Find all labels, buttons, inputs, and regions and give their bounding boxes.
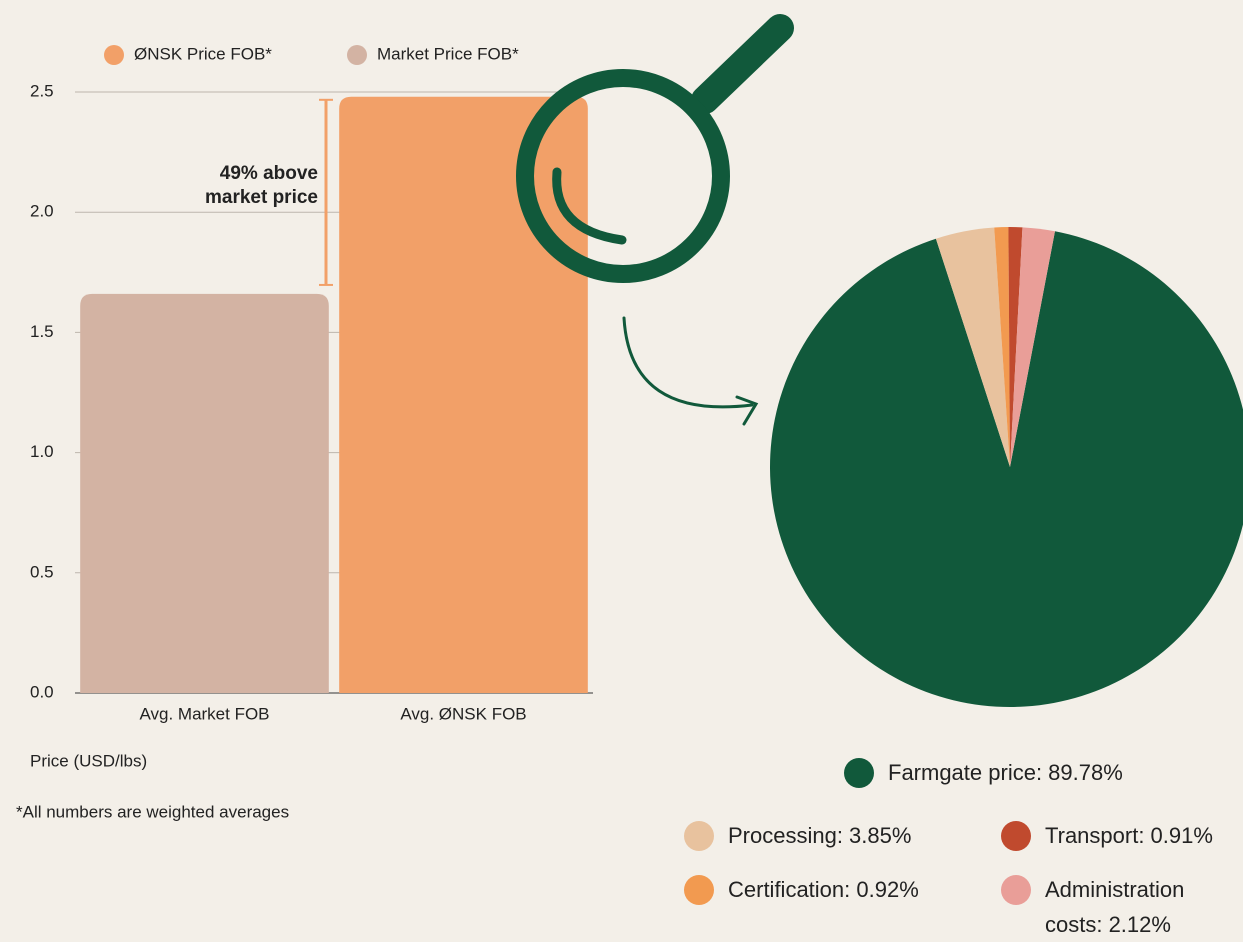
magnifier bbox=[516, 14, 794, 426]
y-tick-label: 2.5 bbox=[30, 81, 54, 100]
legend-swatch bbox=[104, 45, 124, 65]
y-tick-label: 0.5 bbox=[30, 562, 54, 581]
bar bbox=[339, 96, 588, 694]
pie-slice bbox=[770, 231, 1243, 707]
legend-label: Processing: 3.85% bbox=[728, 823, 912, 848]
pie-slice bbox=[1008, 227, 1023, 467]
pie-slice bbox=[1010, 227, 1055, 467]
legend-label: ØNSK Price FOB* bbox=[134, 44, 272, 63]
legend-label: Administration costs: 2.12% bbox=[1045, 877, 1185, 937]
legend-label: Transport: 0.91% bbox=[1045, 823, 1213, 848]
y-tick-label: 1.5 bbox=[30, 322, 54, 341]
x-tick-label: Avg. ØNSK FOB bbox=[400, 704, 526, 723]
y-tick-label: 1.0 bbox=[30, 442, 54, 461]
bar bbox=[80, 293, 329, 693]
pie-slice bbox=[935, 227, 1010, 467]
annotation: 49% above market price bbox=[204, 163, 318, 208]
legend-label: Market Price FOB* bbox=[377, 44, 519, 63]
x-tick-label: Avg. Market FOB bbox=[139, 704, 269, 723]
legend-swatch bbox=[1001, 875, 1031, 905]
legend-swatch bbox=[347, 45, 367, 65]
y-tick-label: 0.0 bbox=[30, 682, 54, 701]
legend-label: Certification: 0.92% bbox=[728, 877, 919, 902]
y-tick-label: 2.0 bbox=[30, 202, 54, 221]
legend-swatch bbox=[684, 875, 714, 905]
legend-label: Farmgate price: 89.78% bbox=[888, 760, 1123, 785]
legend-swatch bbox=[684, 821, 714, 851]
legend-swatch bbox=[844, 758, 874, 788]
legend-swatch bbox=[1001, 821, 1031, 851]
y-axis-label: Price (USD/lbs) bbox=[30, 751, 147, 770]
pie-slice bbox=[994, 227, 1010, 467]
footnote: *All numbers are weighted averages bbox=[16, 802, 289, 821]
